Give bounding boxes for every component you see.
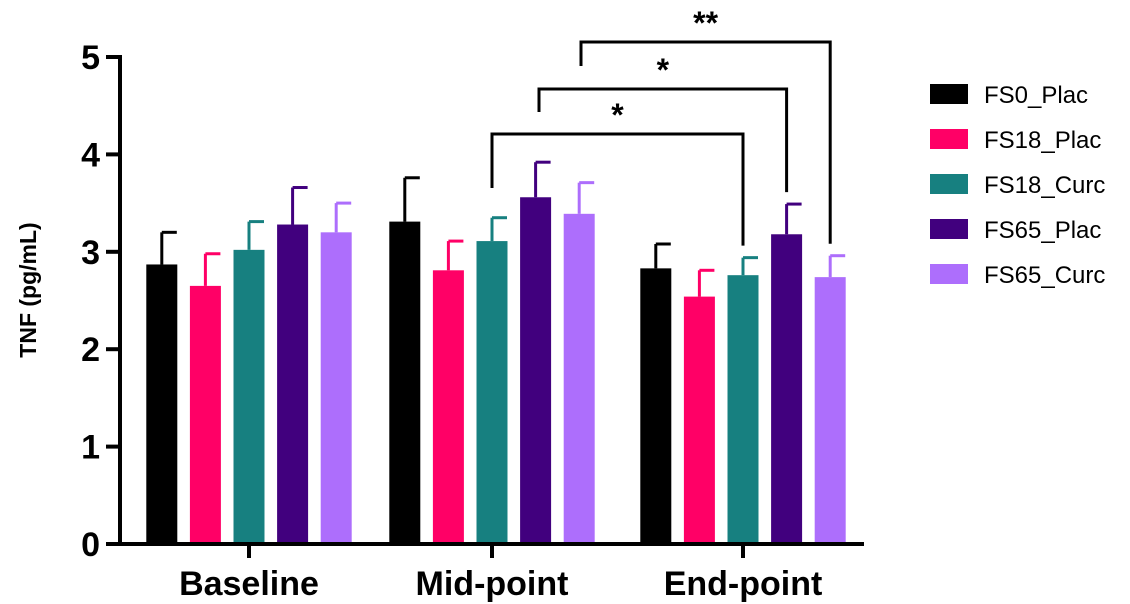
legend-label-FS65_Plac: FS65_Plac bbox=[984, 217, 1101, 244]
y-tick-label-0: 0 bbox=[81, 526, 100, 564]
legend-swatch-FS18_Curc bbox=[930, 174, 968, 194]
legend-swatch-FS65_Plac bbox=[930, 219, 968, 239]
bar-FS18_Curc-Mid-point bbox=[476, 241, 508, 544]
significance-brackets: **** bbox=[490, 5, 832, 246]
y-tick-label-4: 4 bbox=[81, 136, 100, 174]
bar-FS0_Plac-Baseline bbox=[146, 264, 178, 544]
bar-FS65_Curc-Mid-point bbox=[563, 213, 595, 544]
legend-swatch-FS65_Curc bbox=[930, 264, 968, 284]
bar-FS18_Plac-Mid-point bbox=[432, 270, 464, 544]
significance-bracket-1 bbox=[490, 132, 745, 246]
bars bbox=[146, 160, 846, 545]
bar-FS65_Curc-Baseline bbox=[320, 232, 352, 544]
bar-FS65_Plac-Mid-point bbox=[520, 197, 552, 545]
significance-bracket-3 bbox=[579, 40, 832, 244]
bar-FS65_Curc-End-point bbox=[814, 277, 846, 544]
y-tick-label-5: 5 bbox=[81, 39, 100, 77]
y-tick-label-2: 2 bbox=[81, 331, 100, 369]
legend-label-FS18_Plac: FS18_Plac bbox=[984, 127, 1101, 154]
legend-swatch-FS18_Plac bbox=[930, 129, 968, 149]
x-tick-label-Mid-point: Mid-point bbox=[416, 565, 569, 603]
x-axis: Baseline Mid-point End-point bbox=[118, 542, 864, 603]
legend-swatch-FS0_Plac bbox=[930, 84, 968, 104]
bar-FS18_Curc-Baseline bbox=[233, 249, 265, 545]
x-tick-label-Baseline: Baseline bbox=[179, 565, 319, 603]
legend: FS0_Plac FS18_Plac FS18_Curc FS65_Plac FS65_… bbox=[930, 82, 1105, 289]
bar-FS0_Plac-End-point bbox=[640, 268, 672, 544]
legend-label-FS65_Curc: FS65_Curc bbox=[984, 262, 1105, 289]
bar-FS65_Plac-End-point bbox=[771, 234, 803, 544]
significance-label-1: * bbox=[611, 97, 624, 133]
y-tick-label-1: 1 bbox=[81, 429, 100, 467]
y-tick-label-3: 3 bbox=[81, 234, 100, 272]
bar-FS18_Plac-Baseline bbox=[189, 285, 221, 544]
legend-label-FS18_Curc: FS18_Curc bbox=[984, 172, 1105, 199]
y-axis: 0 1 2 3 4 5 bbox=[81, 39, 122, 564]
legend-label-FS0_Plac: FS0_Plac bbox=[984, 82, 1088, 109]
significance-label-3: ** bbox=[693, 5, 718, 41]
y-axis-title: TNF (pg/mL) bbox=[15, 222, 41, 357]
significance-label-2: * bbox=[657, 52, 670, 88]
bar-FS65_Plac-Baseline bbox=[277, 224, 309, 544]
bar-FS18_Curc-End-point bbox=[727, 275, 759, 544]
bar-FS0_Plac-Mid-point bbox=[389, 221, 421, 544]
x-tick-label-End-point: End-point bbox=[664, 565, 823, 603]
bar-FS18_Plac-End-point bbox=[683, 296, 715, 544]
significance-bracket-2 bbox=[537, 87, 789, 193]
